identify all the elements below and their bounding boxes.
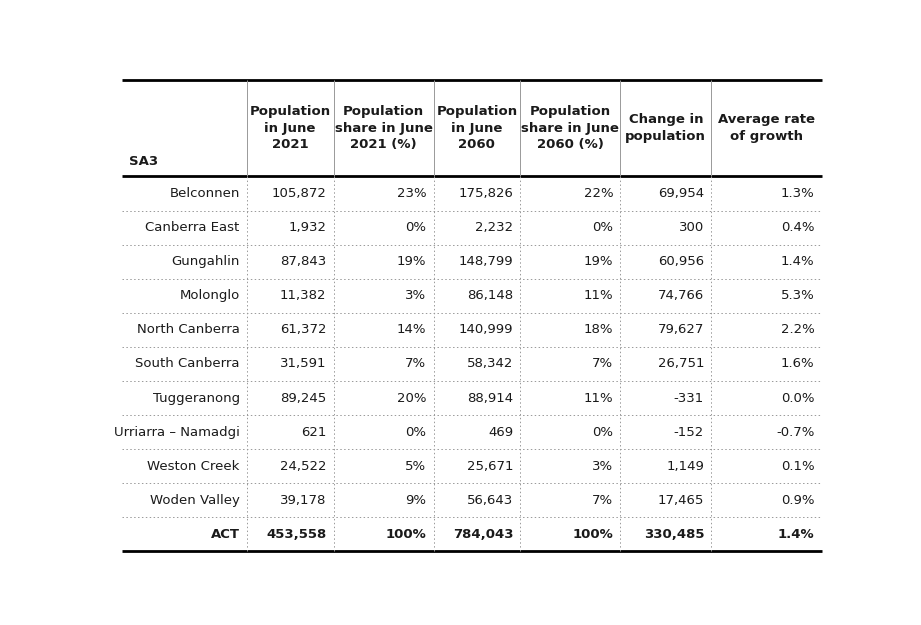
Text: 1.3%: 1.3% xyxy=(781,187,814,200)
Text: 5%: 5% xyxy=(405,460,426,472)
Text: 7%: 7% xyxy=(405,357,426,371)
Text: 469: 469 xyxy=(488,426,513,439)
Text: 0%: 0% xyxy=(405,221,426,234)
Text: Urriarra – Namadgi: Urriarra – Namadgi xyxy=(114,426,239,439)
Text: Tuggeranong: Tuggeranong xyxy=(153,391,239,404)
Text: 0%: 0% xyxy=(592,426,613,439)
Text: 0%: 0% xyxy=(592,221,613,234)
Text: 14%: 14% xyxy=(397,323,426,336)
Text: 89,245: 89,245 xyxy=(280,391,326,404)
Text: 23%: 23% xyxy=(397,187,426,200)
Text: 9%: 9% xyxy=(405,494,426,507)
Text: 2.2%: 2.2% xyxy=(781,323,814,336)
Text: 453,558: 453,558 xyxy=(266,528,326,541)
Text: 175,826: 175,826 xyxy=(459,187,513,200)
Text: 621: 621 xyxy=(301,426,326,439)
Text: 24,522: 24,522 xyxy=(280,460,326,472)
Text: 60,956: 60,956 xyxy=(658,255,704,268)
Text: Change in
population: Change in population xyxy=(625,113,706,143)
Text: 100%: 100% xyxy=(386,528,426,541)
Text: ACT: ACT xyxy=(211,528,239,541)
Text: Belconnen: Belconnen xyxy=(169,187,239,200)
Text: 31,591: 31,591 xyxy=(280,357,326,371)
Text: 74,766: 74,766 xyxy=(658,289,704,302)
Text: 1.6%: 1.6% xyxy=(781,357,814,371)
Text: 1.4%: 1.4% xyxy=(781,255,814,268)
Text: 105,872: 105,872 xyxy=(272,187,326,200)
Text: 22%: 22% xyxy=(584,187,613,200)
Text: -152: -152 xyxy=(674,426,704,439)
Text: 1.4%: 1.4% xyxy=(778,528,814,541)
Text: 0.1%: 0.1% xyxy=(781,460,814,472)
Text: 61,372: 61,372 xyxy=(280,323,326,336)
Text: Canberra East: Canberra East xyxy=(146,221,239,234)
Text: Woden Valley: Woden Valley xyxy=(150,494,239,507)
Text: 5.3%: 5.3% xyxy=(781,289,814,302)
Text: 140,999: 140,999 xyxy=(459,323,513,336)
Text: -331: -331 xyxy=(674,391,704,404)
Text: 25,671: 25,671 xyxy=(467,460,513,472)
Text: 88,914: 88,914 xyxy=(467,391,513,404)
Text: 300: 300 xyxy=(679,221,704,234)
Text: North Canberra: North Canberra xyxy=(136,323,239,336)
Text: SA3: SA3 xyxy=(129,155,158,168)
Text: 784,043: 784,043 xyxy=(452,528,513,541)
Text: -0.7%: -0.7% xyxy=(776,426,814,439)
Text: Weston Creek: Weston Creek xyxy=(147,460,239,472)
Text: 0%: 0% xyxy=(405,426,426,439)
Text: 100%: 100% xyxy=(573,528,613,541)
Text: 11%: 11% xyxy=(584,391,613,404)
Text: 19%: 19% xyxy=(584,255,613,268)
Text: Population
share in June
2021 (%): Population share in June 2021 (%) xyxy=(334,105,433,151)
Text: 58,342: 58,342 xyxy=(467,357,513,371)
Text: 56,643: 56,643 xyxy=(467,494,513,507)
Text: 7%: 7% xyxy=(592,494,613,507)
Text: Average rate
of growth: Average rate of growth xyxy=(718,113,815,143)
Text: 3%: 3% xyxy=(592,460,613,472)
Text: 1,932: 1,932 xyxy=(288,221,326,234)
Text: 7%: 7% xyxy=(592,357,613,371)
Text: 330,485: 330,485 xyxy=(644,528,704,541)
Text: 11,382: 11,382 xyxy=(280,289,326,302)
Text: Population
in June
2021: Population in June 2021 xyxy=(250,105,331,151)
Text: 26,751: 26,751 xyxy=(658,357,704,371)
Text: 79,627: 79,627 xyxy=(658,323,704,336)
Text: 17,465: 17,465 xyxy=(658,494,704,507)
Text: 87,843: 87,843 xyxy=(280,255,326,268)
Text: 39,178: 39,178 xyxy=(280,494,326,507)
Text: 11%: 11% xyxy=(584,289,613,302)
Text: South Canberra: South Canberra xyxy=(135,357,239,371)
Text: Population
in June
2060: Population in June 2060 xyxy=(437,105,518,151)
Text: Molonglo: Molonglo xyxy=(180,289,239,302)
Text: 3%: 3% xyxy=(405,289,426,302)
Text: 0.9%: 0.9% xyxy=(781,494,814,507)
Text: 69,954: 69,954 xyxy=(658,187,704,200)
Text: Gungahlin: Gungahlin xyxy=(171,255,239,268)
Text: 0.0%: 0.0% xyxy=(781,391,814,404)
Text: 86,148: 86,148 xyxy=(467,289,513,302)
Text: 0.4%: 0.4% xyxy=(781,221,814,234)
Text: 2,232: 2,232 xyxy=(475,221,513,234)
Text: 148,799: 148,799 xyxy=(459,255,513,268)
Text: Population
share in June
2060 (%): Population share in June 2060 (%) xyxy=(521,105,619,151)
Text: 1,149: 1,149 xyxy=(666,460,704,472)
Text: 18%: 18% xyxy=(584,323,613,336)
Text: 20%: 20% xyxy=(397,391,426,404)
Text: 19%: 19% xyxy=(397,255,426,268)
